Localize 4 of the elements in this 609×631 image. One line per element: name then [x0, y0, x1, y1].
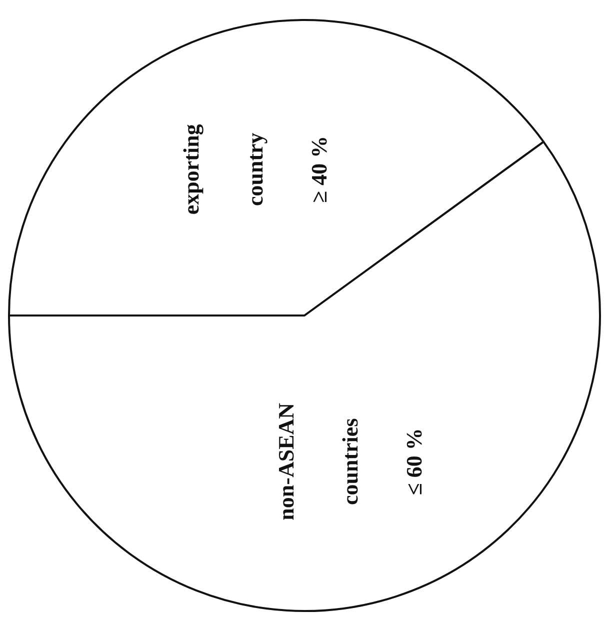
- data-label: ≤ 60 %: [402, 428, 427, 496]
- data-label: ≥ 40 %: [306, 136, 332, 203]
- category-label: exporting country: [178, 124, 268, 215]
- category-label: non-ASEAN countries: [274, 402, 363, 520]
